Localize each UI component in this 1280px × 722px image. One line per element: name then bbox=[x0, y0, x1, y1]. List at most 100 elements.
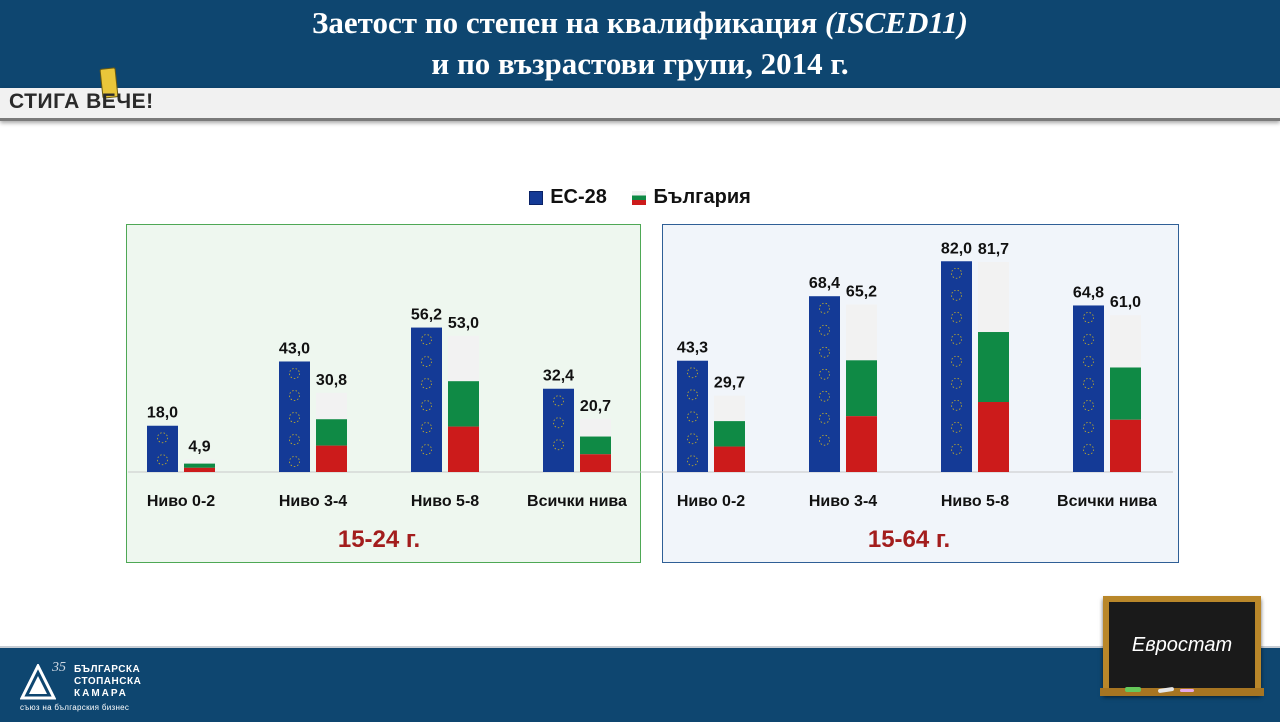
data-label-eu: 68,4 bbox=[809, 275, 840, 292]
eu-star-ring bbox=[951, 355, 962, 367]
chalk-pink bbox=[1180, 689, 1194, 692]
eu-star-ring bbox=[819, 368, 830, 380]
eu-star-ring bbox=[1083, 356, 1094, 367]
group-label: 15-24 г. bbox=[338, 526, 420, 553]
bsk-tagline: съюз на българския бизнес bbox=[20, 703, 130, 712]
category-label: Ниво 5-8 bbox=[411, 493, 479, 510]
bar-bg-green bbox=[846, 360, 877, 417]
bar-bg-red bbox=[580, 454, 611, 472]
bar-bg-white bbox=[580, 418, 611, 437]
bar-bg-white bbox=[714, 395, 745, 422]
bar-bg-green bbox=[448, 381, 479, 427]
eu-star-ring bbox=[819, 346, 830, 358]
data-label-bg: 61,0 bbox=[1110, 294, 1141, 311]
data-label-eu: 56,2 bbox=[411, 307, 442, 324]
legend-label-bg: България bbox=[653, 186, 751, 208]
footer-bar bbox=[0, 646, 1280, 722]
eu-star-ring bbox=[951, 311, 962, 323]
title-line1-italic: (ISCED11) bbox=[824, 5, 968, 40]
eu-star-ring bbox=[421, 444, 432, 455]
source-label: Евростат bbox=[1131, 634, 1233, 656]
bar-bg-green bbox=[316, 419, 347, 446]
eu-star-ring bbox=[553, 395, 564, 407]
eu-star-ring bbox=[421, 356, 432, 367]
category-label: Ниво 0-2 bbox=[147, 493, 215, 510]
eu-star-ring bbox=[951, 377, 962, 389]
data-label-eu: 32,4 bbox=[543, 368, 574, 385]
bsk-logo: 35 БЪЛГАРСКА СТОПАНСКА КАМАРА съюз на бъ… bbox=[18, 660, 148, 716]
eu-star-ring bbox=[289, 390, 300, 401]
eu-star-ring bbox=[1083, 378, 1094, 389]
bsk-name-line3: КАМАРА bbox=[74, 688, 128, 699]
eu-star-ring bbox=[819, 434, 830, 446]
bar-bg-white bbox=[184, 459, 215, 464]
page-title: Заетост по степен на квалификация (ISCED… bbox=[0, 2, 1280, 84]
data-label-bg: 81,7 bbox=[978, 241, 1009, 258]
bar-bg-white bbox=[316, 392, 347, 420]
bar-bg-red bbox=[714, 446, 745, 472]
bar-bg-green bbox=[580, 436, 611, 455]
bar-eu bbox=[677, 360, 708, 472]
eu-star-ring bbox=[157, 454, 168, 466]
eu-star-ring bbox=[1083, 444, 1094, 455]
eu-star-ring bbox=[289, 412, 300, 423]
eu-star-ring bbox=[687, 411, 698, 423]
bar-bg-red bbox=[1110, 419, 1141, 472]
bar-bg-red bbox=[978, 402, 1009, 472]
bar-eu bbox=[543, 388, 574, 472]
eu-star-ring bbox=[421, 334, 432, 345]
data-label-bg: 20,7 bbox=[580, 398, 611, 415]
chalkboard-ledge bbox=[1100, 688, 1264, 696]
bar-bg-green bbox=[184, 463, 215, 468]
bar-bg-green bbox=[714, 421, 745, 447]
bar-bg-red bbox=[184, 467, 215, 472]
chalk-green bbox=[1125, 687, 1141, 692]
data-label-eu: 43,3 bbox=[677, 340, 708, 357]
eu-star-ring bbox=[1083, 334, 1094, 345]
eu-star-ring bbox=[819, 324, 830, 336]
eu-star-ring bbox=[687, 433, 698, 445]
eu-star-ring bbox=[951, 421, 962, 433]
eu-star-ring bbox=[951, 333, 962, 345]
eu-star-ring bbox=[951, 289, 962, 301]
category-label: Ниво 0-2 bbox=[677, 493, 745, 510]
bar-bg-green bbox=[978, 332, 1009, 403]
bar-bg-white bbox=[448, 335, 479, 382]
group-label: 15-64 г. bbox=[868, 526, 950, 553]
bar-eu bbox=[809, 296, 840, 472]
stiga-veche-logo: СТИГА ВЕЧЕ! bbox=[9, 90, 154, 113]
eu-star-ring bbox=[553, 439, 564, 451]
category-label: Ниво 3-4 bbox=[809, 493, 877, 510]
data-label-eu: 64,8 bbox=[1073, 284, 1104, 301]
source-chalkboard: Евростат bbox=[1103, 596, 1261, 694]
eu-star-ring bbox=[819, 302, 830, 314]
title-line1-main: Заетост по степен на квалификация bbox=[312, 5, 825, 40]
bulgaria-flag-icon bbox=[632, 190, 647, 205]
data-label-bg: 4,9 bbox=[188, 438, 210, 455]
eu-star-ring bbox=[553, 417, 564, 429]
category-label: Всички нива bbox=[1057, 493, 1157, 510]
bar-bg-white bbox=[1110, 315, 1141, 368]
legend-item-eu: ЕС-28 bbox=[529, 186, 607, 209]
eu-star-ring bbox=[421, 378, 432, 389]
sub-header-bar bbox=[0, 88, 1280, 121]
title-bar: Заетост по степен на квалификация (ISCED… bbox=[0, 0, 1280, 88]
bar-eu bbox=[279, 361, 310, 472]
eu-star-ring bbox=[687, 389, 698, 401]
eu-flag-icon bbox=[529, 190, 544, 205]
eu-star-ring bbox=[289, 434, 300, 445]
title-line2: и по възрастови групи, 2014 г. bbox=[431, 46, 849, 81]
bar-eu bbox=[147, 425, 178, 472]
bar-bg-red bbox=[846, 416, 877, 472]
eu-star-ring bbox=[819, 390, 830, 402]
eu-star-ring bbox=[687, 455, 698, 467]
legend-item-bg: България bbox=[632, 186, 751, 209]
eu-star-ring bbox=[687, 367, 698, 379]
eu-star-ring bbox=[157, 432, 168, 444]
bsk-name-line1: БЪЛГАРСКА bbox=[74, 664, 141, 675]
eu-star-ring bbox=[421, 400, 432, 411]
eu-star-ring bbox=[951, 267, 962, 279]
eu-star-ring bbox=[1083, 400, 1094, 411]
data-label-bg: 53,0 bbox=[448, 315, 479, 332]
